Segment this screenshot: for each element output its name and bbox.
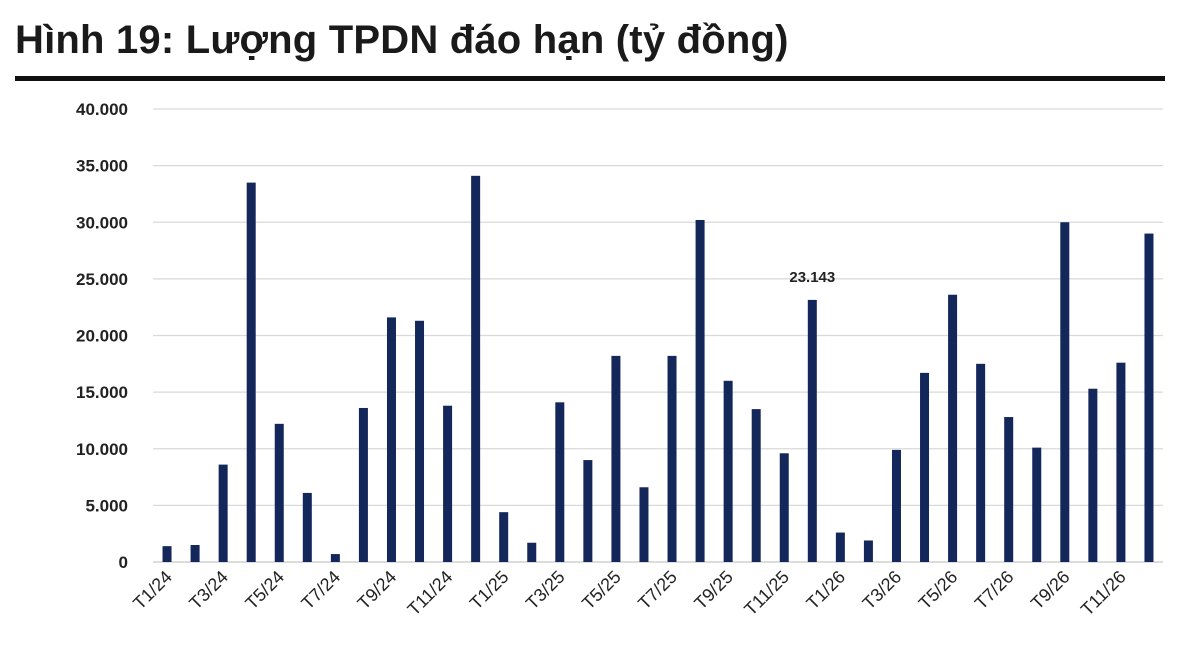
bar-T11-25: [779, 453, 789, 562]
y-tick-label: 15.000: [76, 383, 128, 402]
bar-T4-24: [246, 182, 256, 563]
bar-T6-26: [976, 363, 986, 562]
x-tick-label: T1/26: [802, 567, 849, 614]
bar-T2-24: [190, 545, 200, 562]
x-tick-label: T3/25: [522, 567, 569, 614]
bar-T2-25: [527, 542, 537, 562]
y-tick-label: 20.000: [76, 327, 128, 346]
x-tick-label: T11/25: [740, 567, 793, 620]
bar-T7-25: [667, 355, 677, 562]
bar-T5-25: [611, 355, 621, 562]
bar-T10-24: [415, 320, 425, 562]
y-tick-label: 5.000: [85, 496, 128, 515]
bar-T4-26: [920, 372, 930, 562]
bar-T1-26: [835, 532, 845, 562]
bar-T9-25: [723, 380, 733, 562]
bar-T12-26: [1144, 233, 1154, 562]
y-tick-label: 0: [119, 553, 128, 572]
bar-T7-24: [330, 554, 340, 562]
x-axis-ticks: T1/24 T3/24 T5/24 T7/24 T9/24 T11/24 T1/25 T3/2…: [129, 567, 1130, 620]
x-tick-label: T7/25: [634, 567, 681, 614]
x-tick-label: T9/25: [690, 567, 737, 614]
y-tick-label: 35.000: [76, 157, 128, 176]
y-tick-label: 40.000: [76, 100, 128, 119]
data-labels: 23.143: [789, 269, 835, 286]
bar-T11-24: [443, 405, 453, 562]
gridlines: [153, 108, 1163, 563]
bar-T5-24: [274, 423, 284, 562]
x-tick-label: T5/26: [915, 567, 962, 614]
bar-T8-25: [695, 219, 705, 563]
x-tick-label: T5/24: [241, 567, 288, 614]
x-tick-label: T11/26: [1077, 567, 1130, 620]
bar-T12-24: [471, 175, 481, 562]
bar-T8-24: [358, 407, 368, 562]
bar-T9-24: [386, 317, 396, 562]
bar-T11-26: [1116, 362, 1126, 562]
title-underline: [15, 76, 1165, 81]
bar-T10-25: [751, 409, 761, 562]
bar-T2-26: [863, 540, 873, 562]
x-tick-label: T7/24: [297, 567, 344, 614]
bar-T1-25: [499, 512, 509, 562]
y-tick-label: 10.000: [76, 440, 128, 459]
bar-T3-25: [555, 402, 565, 562]
bar-T12-25: [807, 299, 817, 562]
x-tick-label: T1/25: [466, 567, 513, 614]
bar-T3-24: [218, 464, 228, 562]
bar-T1-24: [162, 546, 172, 562]
bar-T7-26: [1004, 417, 1014, 562]
bar-T10-26: [1088, 388, 1098, 562]
x-tick-label: T9/26: [1027, 567, 1074, 614]
x-tick-label: T3/24: [185, 567, 232, 614]
chart-title: Hình 19: Lượng TPDN đáo hạn (tỷ đồng): [15, 18, 789, 62]
x-tick-label: T5/25: [578, 567, 625, 614]
data-label: 23.143: [789, 269, 835, 286]
bar-T9-26: [1060, 222, 1070, 562]
bar-T6-24: [302, 492, 312, 562]
bar-T8-26: [1032, 447, 1042, 562]
bar-T5-26: [948, 294, 958, 562]
bar-T4-25: [583, 460, 593, 562]
bar-T6-25: [639, 487, 649, 562]
x-tick-label: T3/26: [859, 567, 906, 614]
y-axis-ticks: 0 5.000 10.000 15.000 20.000 25.000 30.000 35.0…: [76, 100, 128, 572]
x-tick-label: T11/24: [404, 567, 457, 620]
x-tick-label: T7/26: [971, 567, 1018, 614]
x-tick-label: T9/24: [354, 567, 401, 614]
x-tick-label: T1/24: [129, 567, 176, 614]
bars: [162, 175, 1154, 563]
y-tick-label: 25.000: [76, 270, 128, 289]
y-tick-label: 30.000: [76, 213, 128, 232]
bar-T3-26: [891, 449, 901, 562]
